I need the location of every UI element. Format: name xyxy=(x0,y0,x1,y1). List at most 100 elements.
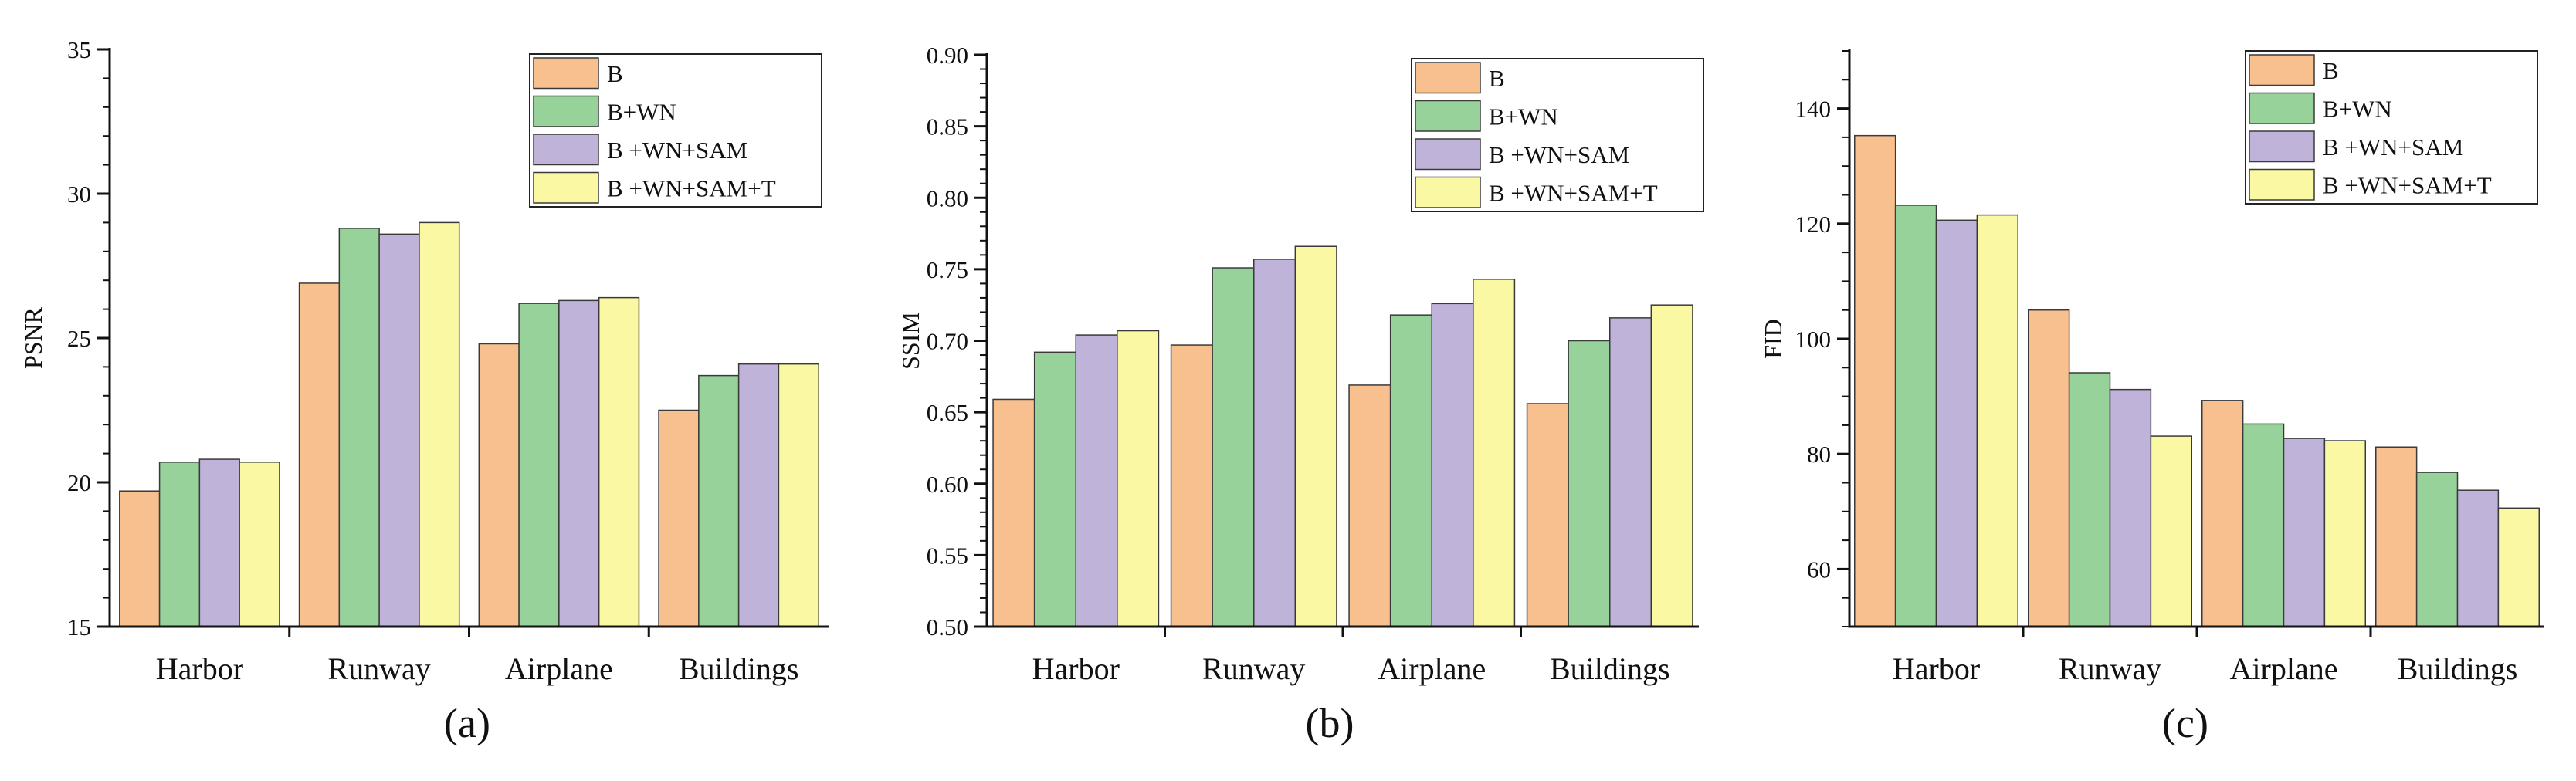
legend-label-0: B xyxy=(2323,57,2339,84)
category-label-runway: Runway xyxy=(327,651,430,686)
bar-harbor-series-2 xyxy=(1075,334,1118,627)
bar-harbor-series-0 xyxy=(119,490,161,627)
category-label-harbor: Harbor xyxy=(1032,651,1120,686)
bar-airplane-series-0 xyxy=(1348,384,1391,627)
legend-swatch-3 xyxy=(533,171,599,204)
bar-buildings-series-3 xyxy=(778,363,819,627)
category-label-airplane: Airplane xyxy=(1378,651,1486,686)
bar-buildings-series-1 xyxy=(2415,472,2459,627)
legend-label-1: B+WN xyxy=(1489,103,1558,130)
y-tick-label: 20 xyxy=(67,469,91,496)
bar-buildings-series-0 xyxy=(658,409,700,627)
legend: B B+WN B +WN+SAM B +WN+SAM+T xyxy=(2245,50,2538,205)
legend-label-1: B+WN xyxy=(607,98,676,125)
panel-label: (a) xyxy=(444,700,490,746)
bar-buildings-series-0 xyxy=(2375,446,2418,627)
legend-swatch-1 xyxy=(1415,100,1481,132)
legend-label-2: B +WN+SAM xyxy=(1489,141,1629,168)
bar-harbor-series-2 xyxy=(1935,219,1978,627)
bar-harbor-series-3 xyxy=(239,462,280,627)
chart-panel-b: Harbor Runway Airplane Buildings 0.50 0.55 0.6… xyxy=(897,42,1704,746)
category-label-runway: Runway xyxy=(2059,651,2161,686)
bar-runway-series-3 xyxy=(419,221,460,627)
y-tick-label: 0.80 xyxy=(927,184,968,211)
legend-swatch-2 xyxy=(1415,138,1481,171)
bar-buildings-series-1 xyxy=(698,374,740,627)
legend-swatch-2 xyxy=(2249,130,2315,163)
y-tick-label: 35 xyxy=(67,36,91,63)
legend-swatch-3 xyxy=(1415,176,1481,208)
panel-label: (c) xyxy=(2162,700,2208,746)
bar-runway-series-1 xyxy=(1212,267,1255,627)
bar-buildings-series-3 xyxy=(2497,507,2540,627)
panel-label: (b) xyxy=(1306,700,1354,746)
bar-harbor-series-2 xyxy=(198,458,240,627)
y-tick-label: 0.90 xyxy=(927,42,968,69)
legend-label-0: B xyxy=(607,60,623,87)
legend-swatch-1 xyxy=(2249,92,2315,124)
category-label-harbor: Harbor xyxy=(1893,651,1980,686)
bar-runway-series-2 xyxy=(378,233,420,627)
y-tick-label: 25 xyxy=(67,325,91,352)
legend-label-1: B+WN xyxy=(2323,95,2392,122)
category-label-airplane: Airplane xyxy=(505,651,613,686)
category-label-buildings: Buildings xyxy=(679,651,799,686)
bar-runway-series-2 xyxy=(2109,388,2152,627)
bar-airplane-series-0 xyxy=(2201,400,2244,627)
bar-harbor-series-1 xyxy=(158,462,201,627)
y-tick-label: 140 xyxy=(1795,96,1832,123)
chart-panel-a: Harbor Runway Airplane Buildings 15 20 25 30 35 P… xyxy=(19,36,829,746)
bar-runway-series-0 xyxy=(2028,309,2070,627)
legend-swatch-0 xyxy=(533,57,599,90)
legend-swatch-0 xyxy=(2249,54,2315,86)
y-axis-title: FID xyxy=(1759,319,1787,359)
y-axis-title: SSIM xyxy=(897,312,924,370)
bar-airplane-series-2 xyxy=(2283,438,2326,627)
bar-harbor-series-3 xyxy=(1117,330,1160,627)
y-tick-label: 120 xyxy=(1795,211,1832,238)
legend-swatch-2 xyxy=(533,134,599,166)
bar-harbor-series-1 xyxy=(1033,351,1076,627)
legend-label-3: B +WN+SAM+T xyxy=(607,174,776,201)
legend-label-0: B xyxy=(1489,65,1505,92)
legend-label-3: B +WN+SAM+T xyxy=(1489,179,1658,206)
chart-panel-c: Harbor Runway Airplane Buildings 60 80 100 120 1… xyxy=(1759,49,2544,746)
y-axis-title: PSNR xyxy=(19,306,47,369)
y-tick-label: 0.55 xyxy=(927,542,968,569)
bar-buildings-series-3 xyxy=(1650,304,1693,627)
bar-airplane-series-3 xyxy=(598,296,640,627)
y-tick-label: 80 xyxy=(1807,441,1831,468)
bar-runway-series-2 xyxy=(1253,259,1296,627)
y-tick-label: 0.85 xyxy=(927,113,968,140)
legend-label-2: B +WN+SAM xyxy=(607,137,747,164)
bar-harbor-series-1 xyxy=(1894,205,1937,627)
legend: B B+WN B +WN+SAM B +WN+SAM+T xyxy=(529,53,822,208)
y-tick-label: 15 xyxy=(67,614,91,641)
y-tick-label: 0.70 xyxy=(927,328,968,355)
y-tick-label: 0.60 xyxy=(927,471,968,498)
category-label-airplane: Airplane xyxy=(2230,651,2338,686)
bar-airplane-series-2 xyxy=(1431,303,1474,627)
legend-swatch-0 xyxy=(1415,62,1481,94)
bar-runway-series-1 xyxy=(2068,372,2111,627)
bar-buildings-series-0 xyxy=(1526,403,1569,627)
bar-runway-series-0 xyxy=(298,282,341,627)
y-tick-label: 0.65 xyxy=(927,399,968,426)
bar-buildings-series-2 xyxy=(2456,489,2500,627)
legend-label-2: B +WN+SAM xyxy=(2323,134,2463,161)
bar-runway-series-3 xyxy=(1294,245,1337,627)
bar-airplane-series-0 xyxy=(478,343,520,627)
bar-runway-series-0 xyxy=(1170,344,1213,627)
bar-airplane-series-1 xyxy=(1389,314,1432,627)
bar-buildings-series-1 xyxy=(1568,340,1611,627)
bar-runway-series-3 xyxy=(2150,435,2192,627)
category-label-harbor: Harbor xyxy=(156,651,243,686)
category-label-buildings: Buildings xyxy=(1550,651,1670,686)
legend-swatch-1 xyxy=(533,95,599,127)
bar-airplane-series-3 xyxy=(1473,279,1516,627)
legend-swatch-3 xyxy=(2249,168,2315,201)
bar-harbor-series-0 xyxy=(992,398,1035,627)
legend: B B+WN B +WN+SAM B +WN+SAM+T xyxy=(1411,58,1704,212)
bar-airplane-series-3 xyxy=(2323,440,2366,627)
